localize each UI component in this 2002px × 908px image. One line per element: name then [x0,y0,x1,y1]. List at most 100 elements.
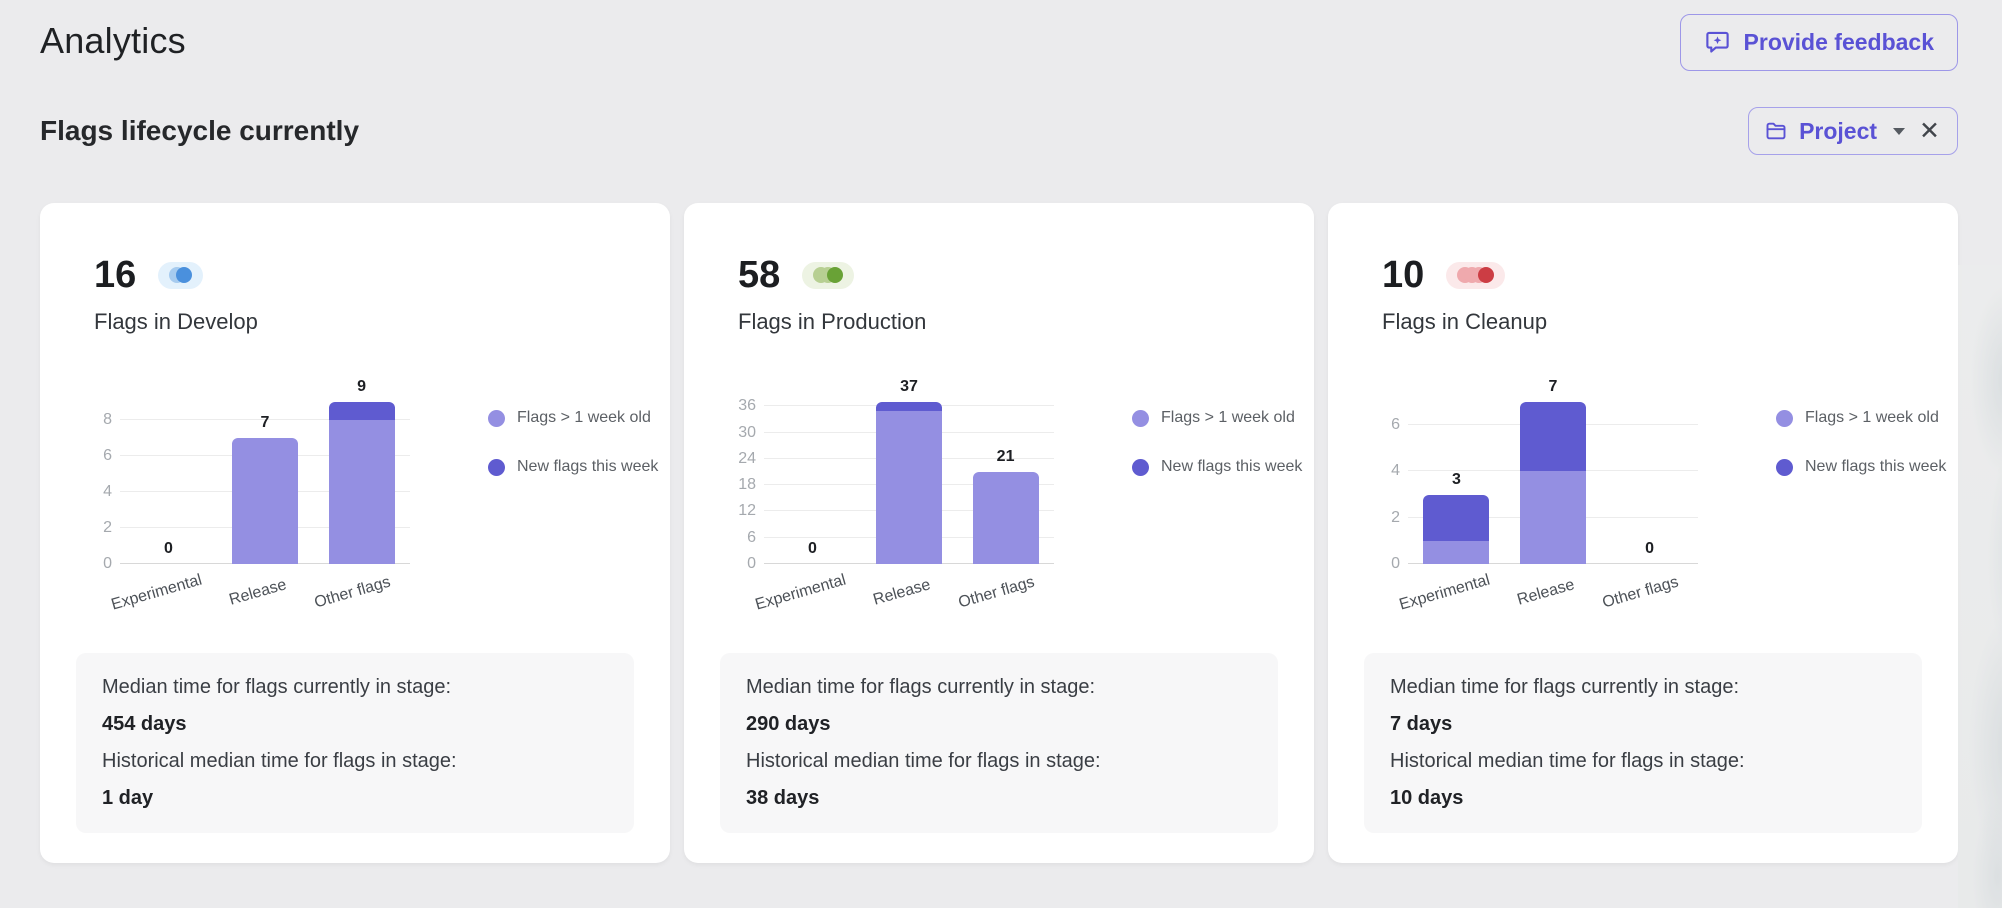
median-current-label: Median time for flags currently in stage… [102,676,452,698]
count-row: 16 [94,253,634,297]
y-axis-tick-label: 8 [103,411,112,428]
bar-value-label: 7 [260,414,270,431]
bar-value-label: 21 [996,448,1015,466]
chart-legend: Flags > 1 week old New flags this week [1132,409,1302,476]
legend-item[interactable]: New flags this week [488,458,658,476]
stage-card: 10 Flags in Cleanup 0 2 4 6 3 7 0 Experimental… [1328,203,1958,863]
y-axis-tick-label: 24 [738,449,756,467]
legend-dot-icon [1776,409,1793,427]
stage-dot-icon [1478,267,1495,283]
bar-segment-old-flags [876,410,942,564]
bar-release [232,438,298,564]
legend-dot-icon [1132,458,1149,476]
card-title: Flags in Production [738,309,927,334]
bar-other-flags [328,402,395,564]
median-current-value: 454 days [102,713,187,735]
chart-plot-area: 0 2 4 6 8 0 7 9 [103,378,410,572]
median-historical-label: Historical median time for flags in stag… [102,750,457,772]
y-axis-tick-label: 6 [747,528,756,546]
chart-x-axis: Experimental Release Other flags [1398,570,1698,619]
bar-value-label: 37 [900,378,918,395]
project-filter-chip[interactable]: Project ✕ [1748,107,1958,155]
median-panel: Median time for flags currently in stage… [1364,653,1922,833]
bar-value-label: 0 [1645,540,1655,557]
median-current-label: Median time for flags currently in stage… [1390,676,1740,698]
y-axis-tick-label: 4 [103,483,112,500]
stage-badge-icon [158,261,204,289]
x-axis-tick-label: Other flags [1600,573,1680,612]
stage-dot-icon [176,267,193,283]
count-row: 10 [1382,253,1922,297]
legend-dot-icon [1132,409,1149,427]
gridline [120,419,410,420]
x-axis-tick-label: Experimental [753,571,849,614]
bar-other-flags [972,472,1039,564]
bar-segment-new-flags [1520,402,1586,472]
bar-segment-old-flags [1520,471,1586,564]
x-axis-tick-label: Experimental [109,571,205,614]
y-axis-tick-label: 30 [738,423,756,441]
legend-label: New flags this week [1161,458,1303,475]
chart-legend: Flags > 1 week old New flags this week [1776,409,1946,476]
legend-dot-icon [1776,458,1793,476]
y-axis-tick-label: 36 [738,397,756,415]
stage-chart: 0 6 12 18 24 30 36 0 37 21 Experimental Release Oth… [720,377,1302,619]
y-axis-tick-label: 18 [738,476,756,494]
section-title: Flags lifecycle currently [40,115,360,146]
legend-label: New flags this week [517,458,659,475]
y-axis-tick-label: 2 [1391,508,1400,526]
y-axis-tick-label: 6 [1391,416,1400,434]
count-row: 58 [738,253,1278,297]
median-panel: Median time for flags currently in stage… [720,653,1278,833]
provide-feedback-button[interactable]: Provide feedback [1679,14,1958,71]
median-historical-value: 38 days [746,787,820,809]
bar-release [1520,402,1586,564]
card-title: Flags in Cleanup [1382,309,1548,334]
bar-segment-new-flags [328,402,395,420]
stage-badge-icon [802,261,855,289]
y-axis-tick-label: 4 [1391,462,1400,480]
legend-item[interactable]: Flags > 1 week old [488,409,658,427]
stage-badge-icon [1446,261,1506,289]
close-icon[interactable]: ✕ [1919,116,1940,145]
flag-count: 58 [738,253,781,296]
bar-segment-old-flags [1423,540,1490,564]
bar-value-label: 9 [357,378,367,395]
legend-item[interactable]: New flags this week [1776,458,1946,476]
x-axis-tick-label: Release [227,576,289,609]
stage-chart: 0 2 4 6 3 7 0 Experimental Release Other flags F… [1364,377,1946,619]
legend-item[interactable]: Flags > 1 week old [1132,409,1302,427]
card-header: 10 Flags in Cleanup [1382,253,1922,335]
median-current-label: Median time for flags currently in stage… [746,676,1096,698]
median-historical-value: 1 day [102,787,154,809]
chart-plot-area: 0 6 12 18 24 30 36 0 37 21 [738,378,1054,572]
legend-label: Flags > 1 week old [1805,409,1939,426]
chart-x-axis: Experimental Release Other flags [754,570,1054,619]
flag-count: 10 [1382,253,1425,296]
x-axis-tick-label: Experimental [1397,571,1493,614]
x-axis-tick-label: Release [871,576,933,609]
bar-value-label: 0 [807,540,817,557]
median-historical-label: Historical median time for flags in stag… [1390,750,1745,772]
legend-dot-icon [488,458,505,476]
stage-dot-icon [827,267,844,283]
chevron-down-icon[interactable] [1892,127,1906,136]
y-axis-tick-label: 0 [103,555,112,572]
legend-item[interactable]: Flags > 1 week old [1776,409,1946,427]
feedback-bubble-icon [1704,29,1731,56]
median-panel: Median time for flags currently in stage… [76,653,634,833]
legend-item[interactable]: New flags this week [1132,458,1302,476]
chart-legend: Flags > 1 week old New flags this week [488,409,658,476]
median-current-value: 7 days [1390,713,1453,735]
x-axis-tick-label: Other flags [956,573,1036,612]
y-axis-tick-label: 0 [747,555,756,572]
legend-label: Flags > 1 week old [517,409,651,426]
section-bar: Flags lifecycle currently Project ✕ [40,107,1958,155]
bar-segment-new-flags [1423,494,1490,541]
bar-value-label: 0 [163,540,173,557]
bar-experimental [1423,494,1490,564]
y-axis-tick-label: 0 [1391,555,1400,572]
card-header: 58 Flags in Production [738,253,1278,335]
folder-icon [1764,119,1788,143]
legend-label: New flags this week [1805,458,1947,475]
